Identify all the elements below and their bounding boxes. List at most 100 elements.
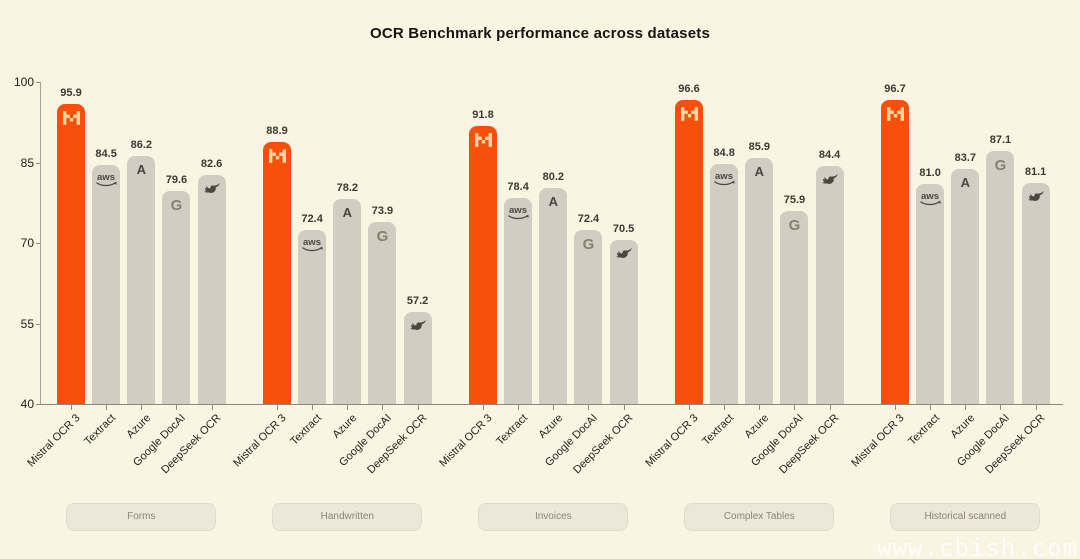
x-tick-label-azure: Azure — [329, 412, 359, 441]
mistral-logo-icon — [469, 133, 497, 147]
bar-value-label: 88.9 — [266, 124, 288, 137]
x-tick-mark — [724, 405, 726, 410]
deepseek-logo-icon — [610, 247, 638, 259]
bar-value-label: 81.1 — [1024, 166, 1047, 179]
bar-mistral-ocr-3-complex-tables — [675, 100, 703, 404]
bar-value-label: 82.6 — [200, 158, 223, 171]
bar-value-label: 57.2 — [406, 294, 429, 307]
x-tick-label-mistral-ocr-3: Mistral OCR 3 — [643, 412, 701, 470]
bar-google-docai-handwritten — [368, 222, 397, 404]
bar-google-docai-complex-tables — [780, 211, 809, 404]
bar-deepseek-ocr-complex-tables — [815, 165, 844, 404]
x-axis-line — [40, 404, 1063, 405]
deepseek-logo-icon — [404, 319, 432, 331]
x-tick-mark — [141, 405, 143, 410]
x-tick-label-azure: Azure — [123, 412, 153, 441]
azure-logo-icon: A — [136, 162, 146, 178]
y-tick-label-40: 40 — [20, 397, 34, 411]
bar-deepseek-ocr-historical-scanned — [1021, 183, 1050, 404]
deepseek-logo-icon — [198, 182, 226, 194]
bar-value-label: 78.4 — [507, 180, 529, 193]
azure-logo-icon: A — [960, 175, 970, 191]
bar-value-label: 84.5 — [95, 148, 117, 161]
bar-textract-complex-tables — [710, 163, 739, 404]
x-tick-label-mistral-ocr-3: Mistral OCR 3 — [849, 412, 907, 470]
x-tick-mark — [312, 405, 314, 410]
y-tick-mark — [36, 323, 40, 325]
x-tick-mark — [689, 405, 690, 410]
bar-mistral-ocr-3-forms — [57, 104, 85, 404]
svg-text:aws: aws — [921, 191, 939, 202]
bar-value-label: 73.9 — [371, 205, 394, 218]
x-tick-mark — [347, 405, 349, 410]
y-tick-label-55: 55 — [20, 316, 34, 331]
group-label-complex-tables: Complex Tables — [684, 503, 835, 531]
bar-value-label: 79.6 — [165, 174, 188, 187]
bar-value-label: 72.4 — [577, 213, 600, 226]
google-logo-icon: G — [994, 157, 1007, 175]
deepseek-logo-icon — [816, 173, 844, 185]
bar-value-label: 84.8 — [713, 146, 735, 159]
mistral-logo-icon — [263, 148, 291, 163]
x-tick-mark — [1000, 405, 1002, 410]
google-logo-icon: G — [582, 236, 595, 254]
bar-azure-invoices — [539, 188, 568, 404]
bar-value-label: 85.9 — [748, 140, 770, 153]
google-logo-icon: G — [788, 217, 801, 235]
azure-logo-icon: A — [548, 194, 558, 210]
y-tick-mark — [36, 82, 40, 83]
group-label-historical-scanned: Historical scanned — [890, 503, 1041, 531]
bar-value-label: 78.2 — [336, 181, 358, 194]
bar-value-label: 81.0 — [919, 166, 941, 179]
x-tick-mark — [623, 405, 625, 410]
bar-azure-handwritten — [333, 198, 362, 404]
x-tick-label-azure: Azure — [741, 412, 771, 441]
bar-textract-forms — [92, 165, 121, 404]
bar-value-label: 83.7 — [954, 152, 976, 165]
x-tick-mark — [895, 405, 896, 410]
bar-mistral-ocr-3-handwritten — [263, 141, 291, 404]
x-tick-mark — [176, 405, 178, 410]
bar-value-label: 80.2 — [542, 171, 564, 184]
y-tick-label-100: 100 — [13, 75, 34, 89]
deepseek-logo-icon — [1022, 190, 1050, 202]
bar-google-docai-invoices — [574, 230, 603, 404]
svg-text:aws: aws — [303, 237, 321, 248]
bar-value-label: 87.1 — [989, 134, 1012, 147]
y-tick-mark — [36, 162, 40, 164]
aws-logo-icon: aws — [916, 191, 944, 207]
bar-value-label: 96.6 — [678, 83, 700, 96]
x-tick-label-textract: Textract — [287, 412, 324, 448]
azure-logo-icon: A — [754, 163, 764, 179]
bar-textract-historical-scanned — [916, 183, 945, 404]
y-tick-label-85: 85 — [20, 155, 34, 170]
bar-value-label: 70.5 — [612, 223, 635, 236]
group-label-handwritten: Handwritten — [272, 503, 423, 531]
google-logo-icon: G — [170, 197, 183, 215]
azure-logo-icon: A — [342, 204, 352, 220]
bar-value-label: 84.4 — [818, 148, 841, 161]
x-tick-mark — [794, 405, 796, 410]
bar-google-docai-historical-scanned — [986, 151, 1015, 404]
watermark: www.cbish.com — [877, 534, 1078, 559]
mistral-logo-icon — [881, 106, 909, 121]
x-tick-mark — [965, 405, 967, 410]
x-tick-mark — [483, 405, 484, 410]
bar-value-label: 86.2 — [130, 139, 152, 152]
bar-google-docai-forms — [162, 191, 191, 404]
bar-deepseek-ocr-forms — [197, 175, 226, 404]
x-tick-mark — [829, 405, 831, 410]
google-logo-icon: G — [376, 228, 389, 246]
x-tick-label-mistral-ocr-3: Mistral OCR 3 — [25, 412, 83, 470]
x-tick-label-textract: Textract — [493, 412, 530, 448]
bar-azure-historical-scanned — [951, 169, 980, 404]
mistral-logo-icon — [675, 107, 703, 122]
x-tick-mark — [1035, 405, 1037, 410]
x-tick-label-azure: Azure — [947, 412, 977, 441]
x-tick-mark — [106, 405, 108, 410]
bar-value-label: 72.4 — [301, 213, 323, 226]
aws-logo-icon: aws — [298, 237, 326, 253]
bar-mistral-ocr-3-historical-scanned — [881, 99, 909, 404]
bar-textract-invoices — [504, 197, 533, 404]
